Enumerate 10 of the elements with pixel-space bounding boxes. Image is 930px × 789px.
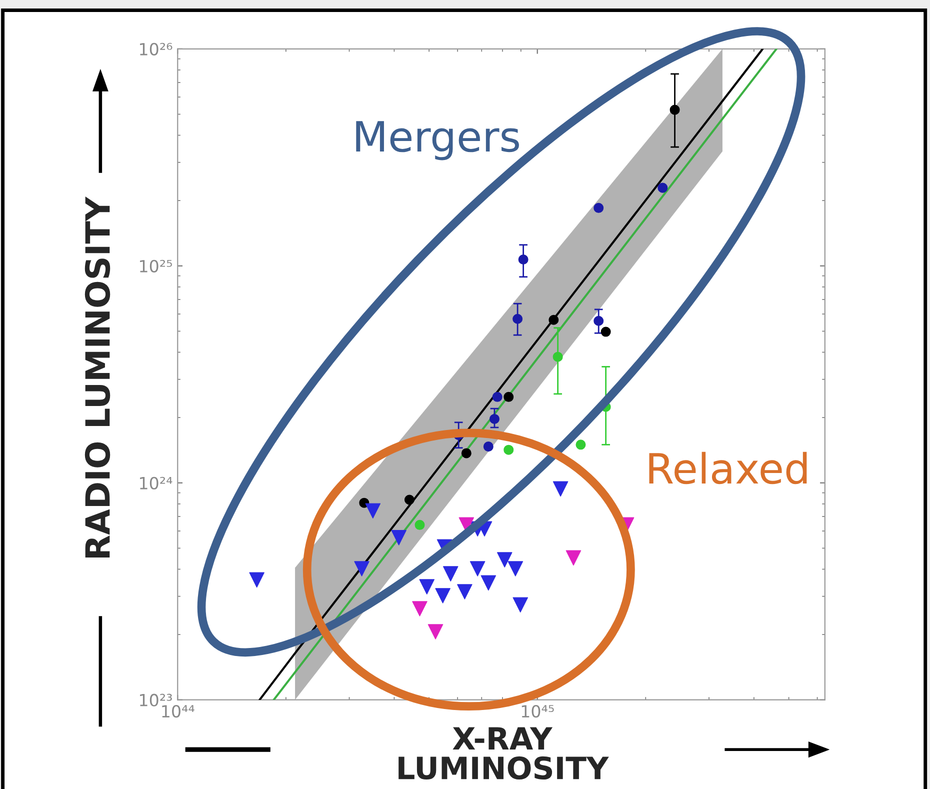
y-tick-label: 10²⁵ [140, 260, 172, 272]
annotation: Relaxed [649, 452, 807, 484]
y-tick-label: 10²³ [140, 694, 172, 706]
y-tick-label: 10²⁶ [140, 42, 172, 56]
x-tick-label: 10⁴⁴ [162, 705, 194, 718]
y-axis-title: RADIO LUMINOSITY [84, 196, 110, 558]
y-tick-label: 10²⁴ [140, 476, 172, 490]
annotation: Mergers [356, 121, 519, 160]
x-axis-title: X-RAY LUMINOSITY [398, 727, 609, 780]
x-tick-label: 10⁴⁵ [522, 705, 554, 718]
